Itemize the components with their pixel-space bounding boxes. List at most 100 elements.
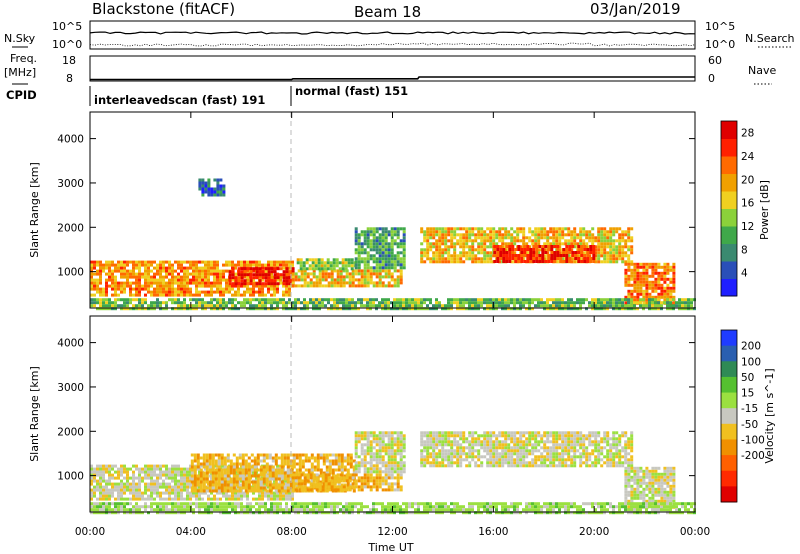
heatmap-cell bbox=[105, 281, 108, 285]
heatmap-cell bbox=[205, 480, 209, 484]
heatmap-cell bbox=[420, 440, 424, 444]
heatmap-cell bbox=[573, 239, 577, 243]
heatmap-cell bbox=[238, 489, 242, 493]
heatmap-cell bbox=[450, 257, 454, 261]
heatmap-cell bbox=[432, 434, 436, 438]
heatmap-cell bbox=[474, 239, 478, 243]
heatmap-cell bbox=[274, 453, 278, 457]
heatmap-cell bbox=[177, 272, 180, 276]
heatmap-cell bbox=[330, 485, 334, 489]
heatmap-cell bbox=[189, 476, 192, 480]
heatmap-cell bbox=[468, 233, 472, 237]
heatmap-cell bbox=[387, 263, 391, 267]
heatmap-cell bbox=[420, 434, 424, 438]
heatmap-cell bbox=[420, 251, 424, 255]
heatmap-cell bbox=[555, 301, 558, 305]
heatmap-cell bbox=[589, 257, 593, 260]
heatmap-cell bbox=[171, 290, 174, 294]
heatmap-cell bbox=[381, 269, 385, 273]
heatmap-cell bbox=[153, 473, 156, 477]
heatmap-cell bbox=[268, 474, 272, 478]
heatmap-cell bbox=[396, 257, 400, 261]
heatmap-cell bbox=[444, 449, 448, 453]
heatmap-cell bbox=[153, 467, 156, 471]
heatmap-cell bbox=[366, 467, 370, 471]
heatmap-cell bbox=[477, 449, 481, 453]
heatmap-cell bbox=[357, 239, 361, 243]
heatmap-cell bbox=[465, 298, 468, 302]
heatmap-cell bbox=[372, 245, 376, 249]
heatmap-cell bbox=[288, 491, 291, 495]
heatmap-cell bbox=[90, 266, 93, 270]
heatmap-cell bbox=[193, 468, 197, 472]
heatmap-cell bbox=[129, 476, 132, 480]
heatmap-cell bbox=[177, 485, 180, 489]
heatmap-cell bbox=[126, 304, 129, 308]
heatmap-cell bbox=[519, 245, 523, 249]
heatmap-cell bbox=[538, 245, 542, 248]
heatmap-cell bbox=[642, 298, 645, 302]
heatmap-cell bbox=[147, 488, 150, 492]
heatmap-cell bbox=[372, 440, 376, 444]
heatmap-cell bbox=[348, 281, 352, 285]
heatmap-cell bbox=[636, 298, 640, 302]
heatmap-cell bbox=[177, 304, 180, 308]
heatmap-cell bbox=[372, 281, 376, 285]
heatmap-cell bbox=[453, 437, 457, 441]
heatmap-cell bbox=[255, 276, 259, 280]
heatmap-cell bbox=[372, 431, 376, 435]
heatmap-cell bbox=[280, 489, 284, 493]
heatmap-cell bbox=[216, 298, 219, 302]
heatmap-cell bbox=[207, 284, 210, 288]
heatmap-cell bbox=[576, 236, 580, 240]
heatmap-cell bbox=[105, 464, 108, 468]
heatmap-cell bbox=[390, 461, 394, 465]
heatmap-cell bbox=[411, 307, 414, 311]
heatmap-cell bbox=[496, 254, 500, 257]
heatmap-cell bbox=[123, 476, 126, 480]
heatmap-cell bbox=[282, 284, 285, 288]
heatmap-cell bbox=[657, 295, 661, 299]
heatmap-cell bbox=[468, 455, 472, 459]
heatmap-cell bbox=[429, 242, 433, 246]
heatmap-cell bbox=[117, 304, 120, 308]
heatmap-cell bbox=[513, 304, 516, 308]
heatmap-cell bbox=[114, 298, 117, 302]
heatmap-cell bbox=[198, 184, 202, 188]
heatmap-cell bbox=[559, 257, 563, 260]
heatmap-cell bbox=[357, 269, 361, 273]
heatmap-cell bbox=[568, 257, 572, 260]
heatmap-cell bbox=[501, 449, 505, 453]
heatmap-cell bbox=[292, 471, 296, 475]
heatmap-cell bbox=[252, 304, 255, 308]
heatmap-cell bbox=[318, 284, 322, 288]
heatmap-cell bbox=[156, 476, 159, 480]
heatmap-cell bbox=[249, 279, 253, 283]
heatmap-cell bbox=[258, 494, 261, 498]
heatmap-cell bbox=[90, 284, 93, 288]
heatmap-cell bbox=[129, 482, 132, 486]
heatmap-cell bbox=[375, 245, 379, 249]
heatmap-cell bbox=[387, 449, 391, 453]
heatmap-cell bbox=[432, 230, 436, 234]
heatmap-cell bbox=[432, 458, 436, 462]
heatmap-cell bbox=[237, 497, 240, 501]
heatmap-cell bbox=[402, 233, 406, 237]
heatmap-cell bbox=[444, 307, 447, 311]
heatmap-cell bbox=[456, 443, 460, 447]
heatmap-cell bbox=[285, 270, 289, 274]
heatmap-cell bbox=[291, 260, 294, 264]
heatmap-cell bbox=[138, 269, 141, 273]
heatmap-cell bbox=[329, 261, 333, 265]
heatmap-cell bbox=[396, 473, 400, 477]
heatmap-cell bbox=[390, 431, 394, 435]
heatmap-cell bbox=[138, 470, 141, 474]
heatmap-cell bbox=[597, 254, 601, 258]
heatmap-cell bbox=[564, 242, 568, 246]
heatmap-cell bbox=[639, 274, 643, 278]
freq-panel: Freq. [MHz] 18 8 60 0 Nave bbox=[4, 52, 776, 85]
heatmap-cell bbox=[207, 290, 210, 294]
heatmap-cell bbox=[171, 272, 174, 276]
heatmap-cell bbox=[235, 465, 239, 469]
heatmap-cell bbox=[156, 473, 159, 477]
